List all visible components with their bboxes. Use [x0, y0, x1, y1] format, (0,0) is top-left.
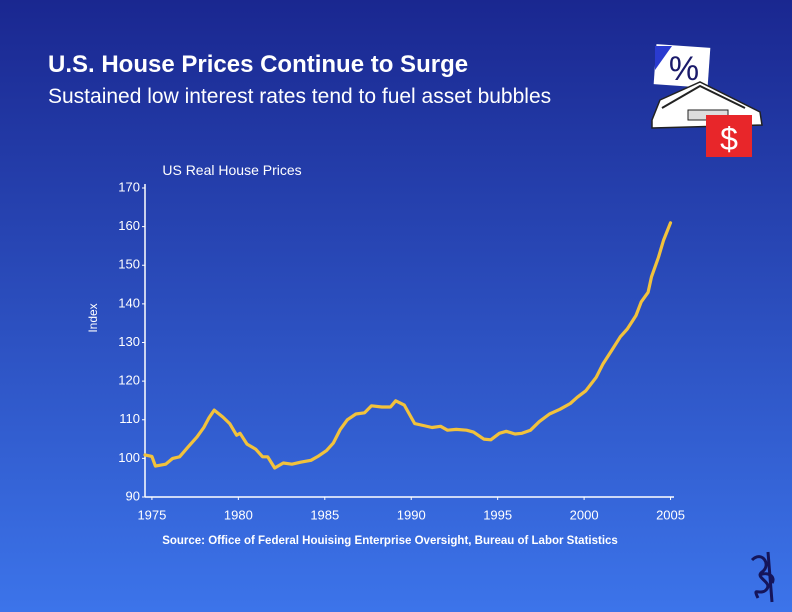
slide-subtitle: Sustained low interest rates tend to fue…	[48, 85, 551, 108]
chart-title: US Real House Prices	[162, 162, 301, 178]
percent-sign: %	[669, 50, 699, 88]
percent-corner	[655, 46, 672, 70]
y-tick-label: 110	[119, 411, 140, 426]
clipart: % $	[651, 44, 763, 157]
source-note: Source: Office of Federal Houising Enter…	[162, 535, 618, 547]
price-line	[143, 221, 673, 470]
y-tick-label: 90	[126, 488, 140, 503]
y-tick-label: 170	[118, 179, 140, 194]
logo	[750, 551, 775, 603]
y-tick-label: 150	[118, 257, 140, 272]
dollar-card	[706, 115, 752, 157]
y-tick-label: 120	[118, 373, 140, 388]
x-tick-label: 2005	[656, 507, 685, 522]
dollar-sign: $	[720, 121, 738, 157]
x-tick-label: 1980	[224, 507, 253, 522]
slide-title: U.S. House Prices Continue to Surge	[48, 51, 468, 78]
y-axis-label: Index	[86, 303, 100, 332]
x-tick-label: 1985	[310, 507, 339, 522]
x-tick-label: 1995	[483, 507, 512, 522]
y-tick-label: 100	[118, 450, 140, 465]
y-tick-label: 140	[118, 295, 140, 310]
x-tick-label: 1975	[137, 507, 166, 522]
roof	[661, 84, 746, 109]
percent-card	[653, 44, 711, 88]
x-tick-label: 2000	[570, 507, 599, 522]
y-tick-label: 130	[118, 334, 140, 349]
y-tick-label: 160	[118, 218, 140, 233]
x-tick-label: 1990	[397, 507, 426, 522]
